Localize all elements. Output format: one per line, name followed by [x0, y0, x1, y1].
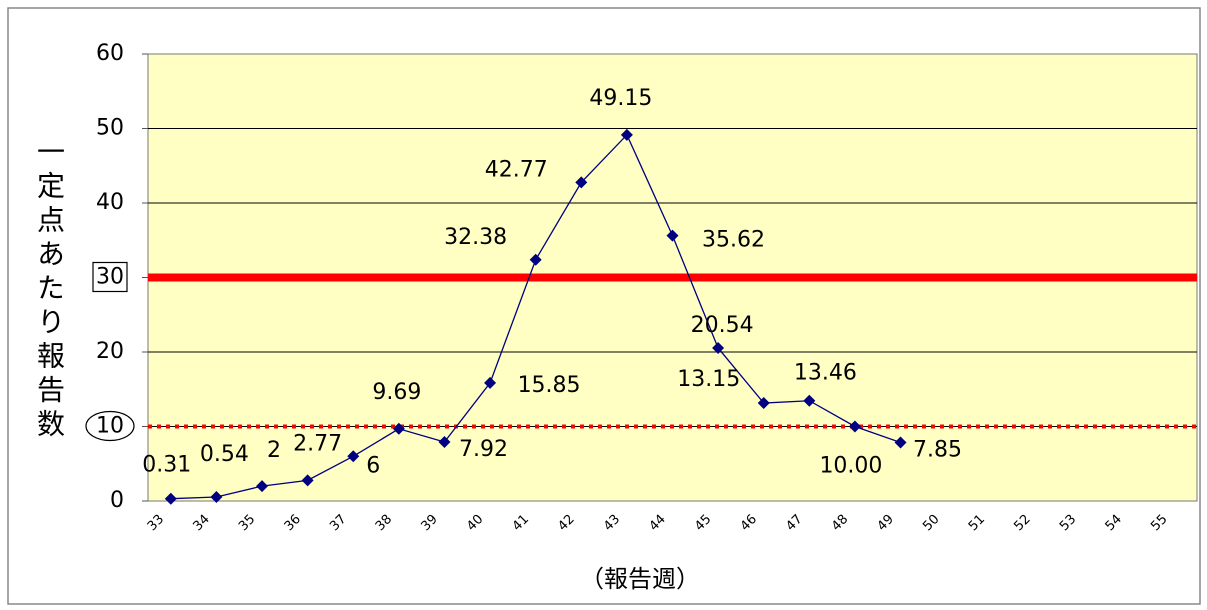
- data-label: 32.38: [444, 225, 507, 250]
- data-label: 15.85: [518, 373, 581, 398]
- data-label: 42.77: [485, 157, 548, 182]
- data-point: [803, 394, 816, 407]
- data-label: 13.15: [677, 367, 740, 392]
- y-tick-label: 60: [96, 41, 124, 66]
- data-label: 0.54: [200, 442, 249, 467]
- data-point: [392, 422, 405, 435]
- data-point: [712, 341, 725, 354]
- data-point: [848, 420, 861, 433]
- data-point: [575, 176, 588, 189]
- x-axis-title: （報告週）: [580, 565, 700, 593]
- y-tick-label: 50: [96, 116, 124, 141]
- data-point: [894, 436, 907, 449]
- data-point: [210, 490, 223, 503]
- data-label: 10.00: [819, 454, 882, 479]
- tick-label-box: [92, 261, 128, 293]
- data-label: 35.62: [702, 228, 765, 253]
- data-label: 13.46: [794, 361, 857, 386]
- data-point: [164, 492, 177, 505]
- data-label: 2.77: [293, 431, 342, 456]
- data-point: [529, 253, 542, 266]
- y-tick-label: 10: [96, 414, 124, 439]
- data-point: [438, 435, 451, 448]
- y-tick-label: 0: [110, 488, 124, 513]
- y-tick-label: 40: [96, 190, 124, 215]
- data-point: [347, 450, 360, 463]
- data-point: [301, 474, 314, 487]
- y-tick-label: 30: [96, 265, 124, 290]
- data-point: [666, 229, 679, 242]
- data-point: [484, 376, 497, 389]
- data-label: 6: [366, 453, 380, 478]
- tick-label-circle: [85, 410, 135, 442]
- data-point: [620, 128, 633, 141]
- data-label: 20.54: [691, 313, 754, 338]
- data-label: 7.85: [913, 438, 962, 463]
- data-label: 2: [267, 438, 281, 463]
- data-label: 7.92: [459, 437, 508, 462]
- y-tick-label: 20: [96, 339, 124, 364]
- data-point: [256, 480, 269, 493]
- data-point: [757, 397, 770, 410]
- data-label: 49.15: [589, 86, 652, 111]
- y-axis-title: 一定点あたり報告数: [33, 137, 66, 443]
- data-label: 9.69: [372, 380, 421, 405]
- data-label: 0.31: [142, 453, 191, 478]
